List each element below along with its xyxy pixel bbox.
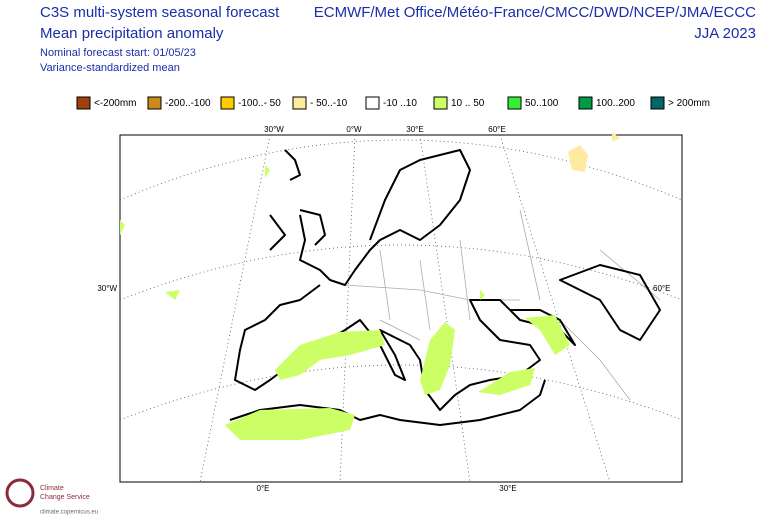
legend-label: > 200mm [668, 98, 710, 109]
title: C3S multi-system seasonal forecast [40, 4, 280, 21]
coastline [229, 379, 546, 426]
legend-label: 50..100 [525, 98, 559, 109]
source: ECMWF/Met Office/Météo-France/CMCC/DWD/N… [314, 4, 756, 21]
logo: Climate Change Service climate.copernicu… [5, 478, 98, 516]
coastline [234, 284, 576, 411]
coastline [299, 149, 471, 286]
legend: <-200mm -200..-100 -100..- 50 - 50..-10 -10 … [76, 96, 710, 110]
logo-url: climate.copernicus.eu [40, 510, 98, 516]
period: JJA 2023 [694, 25, 756, 42]
graticule-label: 0°W [346, 125, 362, 134]
map-frame [119, 134, 683, 483]
graticule-label: 0°E [257, 484, 270, 493]
borders [344, 209, 661, 401]
map: 30°W 0°W 30°E 60°E 30°W 60°E 0°E 30°E [97, 125, 683, 493]
graticule-label: 30°W [97, 284, 117, 293]
legend-label: -10 ..10 [383, 98, 417, 109]
legend-swatch [147, 96, 162, 110]
legend-swatch [76, 96, 91, 110]
logo-icon [5, 478, 35, 508]
legend-swatch [292, 96, 307, 110]
coastline [269, 149, 326, 251]
logo-text: Climate [40, 485, 64, 492]
note: Nominal forecast start: 01/05/23 [40, 47, 196, 59]
legend-label: 100..200 [596, 98, 635, 109]
legend-swatch [365, 96, 380, 110]
legend-swatch [220, 96, 235, 110]
graticule-label: 30°W [264, 125, 284, 134]
coastline [559, 264, 661, 341]
legend-label: -200..-100 [165, 98, 211, 109]
graticule-label: 60°E [488, 125, 505, 134]
graticule [119, 134, 683, 483]
legend-label: -100..- 50 [238, 98, 281, 109]
legend-swatch [578, 96, 593, 110]
legend-swatch [507, 96, 522, 110]
legend-swatch [433, 96, 448, 110]
graticule-label: 60°E [653, 284, 670, 293]
dry-anomaly [568, 132, 620, 172]
graticule-label: 30°E [499, 484, 516, 493]
legend-label: - 50..-10 [310, 98, 348, 109]
legend-label: <-200mm [94, 98, 137, 109]
legend-swatch [650, 96, 665, 110]
subtitle: Mean precipitation anomaly [40, 25, 224, 42]
note: Variance-standardized mean [40, 62, 180, 74]
legend-label: 10 .. 50 [451, 98, 485, 109]
graticule-label: 30°E [406, 125, 423, 134]
logo-text: Change Service [40, 494, 90, 501]
